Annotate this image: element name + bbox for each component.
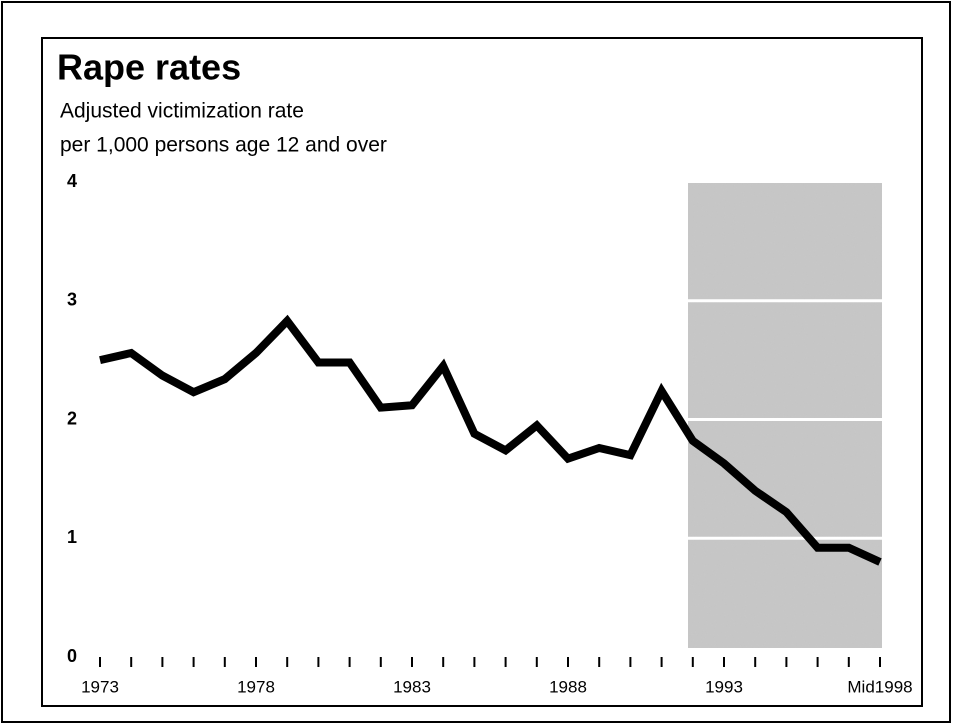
shaded-period	[688, 183, 882, 648]
data-line	[99, 314, 882, 566]
x-tick-label: 1988	[549, 677, 587, 696]
y-tick-label: 4	[67, 171, 77, 191]
subtitle: Adjusted victimization rate	[60, 100, 304, 123]
y-tick-label: 1	[67, 527, 77, 547]
x-tick-label: 1983	[393, 677, 431, 696]
x-tick-label: 1978	[237, 677, 275, 696]
subtitle: per 1,000 persons age 12 and over	[60, 134, 387, 157]
y-tick-label: 2	[67, 408, 77, 428]
x-tick-label: 1993	[705, 677, 743, 696]
x-tick-label: 1973	[81, 677, 119, 696]
y-tick-label: 3	[67, 290, 77, 310]
x-tick-label: Mid1998	[847, 677, 912, 696]
chart-title: Rape rates	[57, 47, 241, 88]
y-tick-label: 0	[67, 646, 77, 666]
inner-frame	[41, 37, 923, 707]
